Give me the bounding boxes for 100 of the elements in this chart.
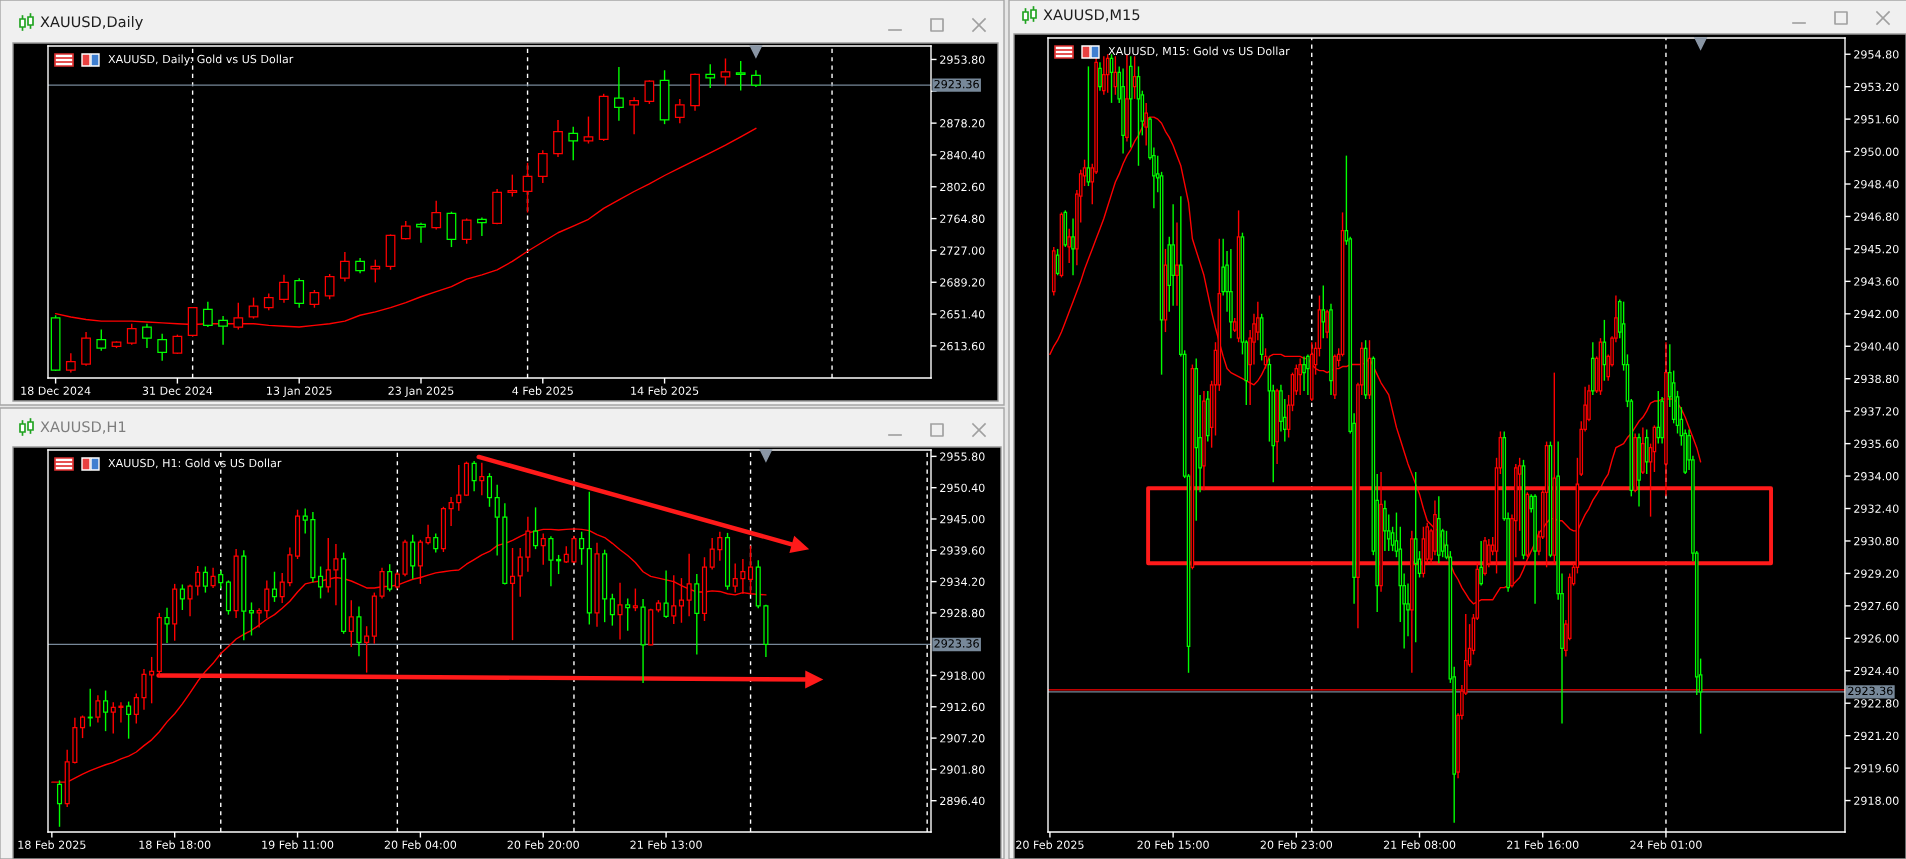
candlestick (126, 700, 132, 740)
candlestick (218, 315, 228, 346)
candlestick (461, 217, 472, 245)
y-tick-label: 2955.80 (940, 452, 985, 461)
candlestick (663, 569, 669, 619)
candlestick (370, 259, 381, 284)
x-tick-label: 23 Jan 2025 (388, 386, 454, 397)
candlestick (294, 277, 305, 309)
candlestick (164, 606, 170, 644)
chart-title: XAUUSD,Daily (40, 15, 143, 31)
x-tick-label: 4 Feb 2025 (512, 386, 573, 395)
candlestick (56, 779, 63, 828)
candlestick (318, 565, 324, 600)
text: XAUUSD, M15: Gold vs US Dollar (1108, 46, 1290, 57)
candlestick (325, 537, 331, 594)
candlestick (537, 149, 548, 184)
candlestick (629, 96, 640, 135)
candlestick (271, 571, 278, 603)
y-tick-label: 2840.40 (940, 150, 985, 160)
y-tick-label: 2918.00 (940, 671, 985, 680)
candlestick (617, 582, 623, 641)
candlestick (110, 701, 116, 735)
x-tick-label: 31 Dec 2024 (142, 386, 213, 395)
candlestick (517, 547, 523, 598)
candlestick (157, 333, 168, 362)
candlestick (540, 532, 546, 566)
y-tick-label: 2901.80 (940, 765, 985, 774)
x-tick-label: 14 Feb 2025 (631, 386, 699, 395)
candlestick (705, 63, 716, 89)
candlestick (748, 544, 754, 595)
candlestick (133, 692, 139, 725)
y-tick-label: 2924.40 (1854, 666, 1899, 676)
candlestick (410, 533, 416, 580)
y-tick-label: 2878.20 (940, 119, 985, 128)
candlestick (479, 462, 485, 496)
candlestick (118, 701, 124, 724)
candlestick (494, 484, 500, 557)
x-tick-label: 20 Feb 2025 (1016, 840, 1084, 849)
x-tick-label: 24 Feb 01:00 (1630, 840, 1702, 849)
candlestick (431, 200, 442, 231)
y-tick-label: 2950.40 (940, 483, 985, 493)
candlestick (339, 251, 350, 283)
candlestick (548, 535, 554, 587)
ref-line-label: 2923.36 (934, 79, 979, 89)
ref-line-label: 2923.36 (934, 639, 979, 648)
candlestick (571, 535, 577, 564)
candlestick (735, 60, 746, 92)
candlestick (533, 506, 539, 550)
candlestick (579, 531, 585, 566)
y-tick-label: 2946.80 (1854, 212, 1899, 221)
x-tick-label: 13 Jan 2025 (267, 386, 332, 397)
candlestick (509, 547, 516, 641)
candlestick (632, 587, 638, 612)
y-tick-label: 2802.60 (940, 182, 985, 192)
candlestick (686, 553, 692, 618)
y-tick-label: 2929.20 (1854, 569, 1899, 578)
candlestick (302, 507, 308, 535)
y-tick-label: 2727.00 (940, 246, 985, 255)
y-tick-label: 2651.40 (940, 310, 985, 319)
x-tick-label: 21 Feb 16:00 (1507, 840, 1579, 849)
candlestick (1298, 357, 1303, 396)
x-tick-label: 18 Feb 18:00 (139, 840, 211, 849)
candlestick (625, 597, 631, 632)
y-tick-label: 2922.80 (1854, 699, 1899, 708)
candlestick (279, 274, 289, 304)
candlestick (195, 565, 201, 597)
candlestick (507, 173, 518, 198)
candlestick (678, 577, 685, 624)
candlestick (1302, 355, 1306, 392)
y-tick-label: 2953.20 (1854, 82, 1899, 92)
candlestick (279, 572, 285, 604)
x-tick-label: 21 Feb 08:00 (1383, 840, 1456, 849)
y-tick-label: 2950.00 (1854, 147, 1899, 156)
x-tick-label: 20 Feb 20:00 (507, 840, 579, 849)
text: XAUUSD, Daily: Gold vs US Dollar (108, 54, 294, 66)
y-tick-label: 2932.40 (1854, 504, 1899, 513)
y-tick-label: 2926.00 (1854, 634, 1899, 643)
x-tick-label: 21 Feb 13:00 (630, 840, 702, 849)
candlestick (1306, 353, 1310, 396)
candlestick (717, 531, 723, 562)
candlestick (1105, 53, 1110, 94)
y-tick-label: 2951.60 (1854, 115, 1899, 124)
candlestick (1102, 55, 1106, 96)
candlestick (210, 566, 216, 589)
candlestick (248, 601, 255, 637)
y-tick-label: 2954.80 (1854, 50, 1899, 59)
candlestick (644, 79, 655, 105)
candlestick (80, 714, 86, 739)
candlestick (583, 115, 594, 145)
candlestick (179, 583, 185, 611)
candlestick (96, 328, 107, 352)
y-tick-label: 2938.80 (1854, 374, 1899, 384)
y-tick-label: 2937.20 (1854, 407, 1899, 416)
candlestick (348, 599, 354, 648)
candlestick (142, 322, 152, 349)
chart-title: XAUUSD,M15 (1043, 9, 1140, 22)
y-tick-label: 2896.40 (940, 796, 985, 806)
candlestick (364, 625, 370, 674)
candlestick (126, 322, 137, 346)
y-tick-label: 2934.00 (1854, 472, 1899, 481)
